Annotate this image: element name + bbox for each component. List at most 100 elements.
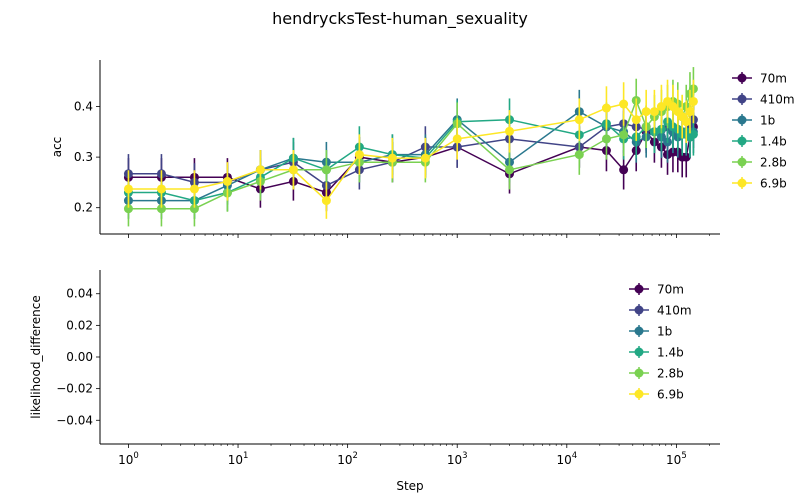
legend-label: 1.4b (657, 346, 684, 360)
data-point (123, 184, 133, 194)
legend-item-1b: 1b (732, 114, 775, 128)
data-point (387, 153, 397, 163)
legend-marker (737, 136, 747, 146)
x-tick-label: 101 (228, 451, 249, 467)
data-point (619, 165, 629, 175)
data-point (189, 184, 199, 194)
x-tick-base: 10 (447, 453, 462, 467)
y-tick-label: −0.04 (56, 413, 93, 427)
data-point (574, 150, 584, 160)
x-tick-exponent: 2 (353, 451, 358, 461)
legend-label: 70m (657, 283, 684, 297)
legend-marker (737, 94, 747, 104)
data-point (189, 204, 199, 214)
data-point (505, 165, 515, 175)
x-tick-base: 10 (228, 453, 243, 467)
data-point (631, 115, 641, 125)
legend-label: 70m (760, 72, 787, 86)
bottom-panel-likelihood-difference: 0.04 0.02 0.00 −0.02 −0.04 likelihood_differe… (29, 270, 720, 493)
legend-marker (737, 178, 747, 188)
data-point (156, 204, 166, 214)
y-tick-label: 0.4 (74, 100, 93, 114)
legend-label: 2.8b (760, 156, 787, 170)
data-point (688, 96, 698, 106)
legend-marker (634, 389, 644, 399)
data-point (255, 165, 265, 175)
legend-item-2.8b: 2.8b (629, 367, 684, 381)
x-axis-label: Step (396, 479, 423, 493)
data-point (619, 99, 629, 109)
data-point (321, 196, 331, 206)
data-point (681, 117, 691, 127)
legend-marker (634, 347, 644, 357)
data-point (641, 107, 651, 117)
data-point (420, 153, 430, 163)
data-point (656, 102, 666, 112)
data-point (288, 165, 298, 175)
x-tick-label: 100 (118, 451, 139, 467)
data-point (354, 150, 364, 160)
legend-marker (737, 73, 747, 83)
data-point (619, 130, 629, 140)
legend-item-70m: 70m (732, 72, 787, 86)
series-6.9b (123, 79, 698, 219)
legend-item-1b: 1b (629, 325, 672, 339)
data-point (688, 129, 698, 139)
y-tick-label: 0.2 (74, 201, 93, 215)
legend-item-1.4b: 1.4b (732, 135, 787, 149)
chart-title: hendrycksTest-human_sexuality (272, 9, 528, 29)
x-tick-label: 103 (447, 451, 468, 467)
legend-label: 6.9b (760, 177, 787, 191)
x-tick-label: 102 (337, 451, 358, 467)
data-point (222, 176, 232, 186)
legend-item-2.8b: 2.8b (732, 156, 787, 170)
y-tick-label: 0.00 (66, 350, 93, 364)
x-tick-base: 10 (556, 453, 571, 467)
legend-item-70m: 70m (629, 283, 684, 297)
x-tick-exponent: 1 (243, 451, 248, 461)
data-point (321, 165, 331, 175)
y-tick-label: 0.04 (66, 287, 93, 301)
data-point (156, 184, 166, 194)
x-tick-label: 105 (666, 451, 687, 467)
legend-item-1.4b: 1.4b (629, 346, 684, 360)
top-panel-acc: 0.2 0.3 0.4 acc 70m 410m 1b 1.4b 2.8b 6.9b (50, 60, 795, 238)
x-tick-exponent: 5 (681, 451, 686, 461)
legend-marker (737, 115, 747, 125)
legend-marker (634, 305, 644, 315)
x-tick-base: 10 (337, 453, 352, 467)
x-tick-exponent: 0 (133, 451, 138, 461)
data-point (649, 107, 659, 117)
data-point (452, 134, 462, 144)
data-point (505, 126, 515, 136)
data-point (123, 204, 133, 214)
data-point (601, 103, 611, 113)
data-point (681, 152, 691, 162)
legend-marker (634, 326, 644, 336)
y-axis-label: likelihood_difference (29, 295, 43, 418)
x-tick-label: 104 (556, 451, 577, 467)
legend-marker (634, 368, 644, 378)
data-point (574, 115, 584, 125)
x-tick-base: 10 (118, 453, 133, 467)
y-tick-label: 0.3 (74, 150, 93, 164)
legend-marker (634, 284, 644, 294)
y-tick-label: −0.02 (56, 382, 93, 396)
data-point (685, 107, 695, 117)
legend-item-410m: 410m (629, 304, 692, 318)
legend-item-6.9b: 6.9b (629, 388, 684, 402)
x-tick-base: 10 (666, 453, 681, 467)
legend-label: 1.4b (760, 135, 787, 149)
x-tick-exponent: 3 (462, 451, 467, 461)
data-point (601, 134, 611, 144)
legend-item-6.9b: 6.9b (732, 177, 787, 191)
y-axis-label: acc (50, 137, 64, 158)
legend-label: 1b (760, 114, 775, 128)
x-tick-exponent: 4 (572, 451, 577, 461)
legend-label: 6.9b (657, 388, 684, 402)
legend-label: 2.8b (657, 367, 684, 381)
y-tick-label: 0.02 (66, 318, 93, 332)
